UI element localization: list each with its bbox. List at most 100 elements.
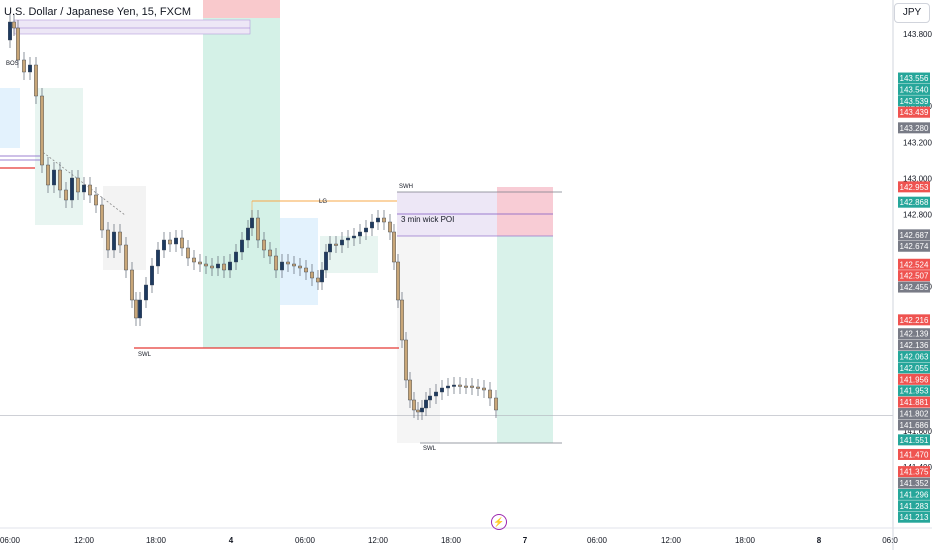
candle-body	[129, 269, 134, 301]
price-tag-bg	[898, 339, 930, 351]
candle-body	[396, 261, 401, 301]
price-tag: 141.881	[898, 396, 930, 408]
candle-body	[392, 231, 397, 263]
candle-body	[428, 395, 433, 401]
price-tag-bg	[898, 196, 930, 208]
price-tag-bg	[898, 281, 930, 293]
lightning-icon[interactable]: ⚡	[491, 514, 507, 530]
candle-body	[352, 235, 357, 239]
price-tag-label: 141.283	[900, 502, 929, 511]
price-tag-label: 141.213	[900, 513, 929, 522]
price-tag: 142.216	[898, 314, 930, 326]
price-tag: 142.455	[898, 281, 930, 293]
candle-body	[370, 221, 375, 229]
price-tag-label: 141.551	[900, 436, 929, 445]
price-tag: 141.352	[898, 477, 930, 489]
price-tag: 141.283	[898, 500, 930, 512]
price-tag: 141.296	[898, 488, 930, 500]
candle-body	[420, 407, 425, 413]
candle-body	[298, 265, 303, 269]
price-tag-bg	[898, 240, 930, 252]
price-tag-bg	[898, 351, 930, 363]
candle-body	[215, 263, 220, 269]
y-tick-label: 143.400	[903, 102, 932, 111]
price-tag-label: 141.352	[900, 479, 929, 488]
zone-2	[203, 18, 280, 348]
candle-body	[46, 164, 51, 186]
candle-body	[376, 217, 381, 223]
price-tag-bg	[898, 488, 930, 500]
price-tag-label: 142.063	[900, 353, 929, 362]
candle-body	[221, 263, 226, 271]
candle-body	[310, 271, 315, 279]
price-tag: 141.953	[898, 385, 930, 397]
price-tag-label: 141.881	[900, 398, 929, 407]
y-tick-label: 141.600	[903, 427, 932, 436]
candle-body	[346, 237, 351, 241]
x-tick-label: 06:00	[0, 536, 21, 545]
y-tick-label: 143.000	[903, 174, 932, 183]
x-tick-label: 18:00	[735, 536, 756, 545]
price-tag-label: 143.439	[900, 108, 929, 117]
x-tick-label: 12:00	[661, 536, 682, 545]
price-tag-bg	[898, 511, 930, 523]
candle-body	[400, 299, 405, 341]
candle-body	[52, 169, 57, 186]
price-tag-bg	[898, 434, 930, 446]
candle-body	[440, 387, 445, 393]
candle-body	[494, 397, 499, 411]
x-tick-label: 06:0	[882, 536, 898, 545]
candle-body	[7, 21, 12, 41]
candle-body	[452, 384, 457, 387]
candle-body	[249, 217, 254, 229]
price-tag-bg	[898, 314, 930, 326]
price-tag-bg	[898, 72, 930, 84]
candle-body	[304, 267, 309, 273]
candle-body	[99, 204, 104, 231]
candle-body	[268, 249, 273, 257]
currency-selector[interactable]: JPY	[894, 3, 930, 23]
annotation-label: 3 min wick POI	[401, 215, 454, 224]
candle-body	[185, 247, 190, 259]
price-tag-bg	[898, 466, 930, 478]
candle-body	[458, 384, 463, 387]
price-tag-bg	[898, 122, 930, 134]
price-tag: 141.956	[898, 373, 930, 385]
price-tag-label: 143.280	[900, 124, 929, 133]
zone-0	[0, 88, 20, 148]
candle-body	[167, 239, 172, 245]
x-tick-label: 12:00	[368, 536, 389, 545]
candle-body	[358, 231, 363, 237]
price-tag: 143.539	[898, 95, 930, 107]
candle-body	[117, 231, 122, 246]
candle-body	[233, 251, 238, 263]
x-tick-label: 8	[817, 536, 822, 545]
candle-body	[364, 227, 369, 233]
x-tick-label: 4	[229, 536, 234, 545]
zone-3	[203, 0, 280, 18]
candle-body	[408, 379, 413, 401]
price-tag: 143.540	[898, 83, 930, 95]
candle-body	[340, 239, 345, 246]
price-tag-bg	[898, 328, 930, 340]
candle-body	[262, 239, 267, 251]
candle-body	[239, 239, 244, 253]
price-tag-bg	[898, 396, 930, 408]
price-tag-label: 142.953	[900, 183, 929, 192]
price-tag: 142.868	[898, 196, 930, 208]
price-tag: 141.470	[898, 448, 930, 460]
zone-10	[397, 236, 440, 443]
price-tag: 142.063	[898, 351, 930, 363]
poi-band-top	[13, 19, 251, 35]
price-tag-bg	[898, 408, 930, 420]
candle-body	[416, 409, 421, 413]
price-tag-bg	[898, 181, 930, 193]
price-tag-label: 141.375	[900, 468, 929, 477]
price-tag: 143.439	[898, 106, 930, 118]
annotation-label: SWH	[399, 184, 413, 190]
price-tag-label: 143.539	[900, 97, 929, 106]
candle-body	[388, 221, 393, 233]
price-tag: 142.953	[898, 181, 930, 193]
x-tick-label: 06:00	[295, 536, 316, 545]
